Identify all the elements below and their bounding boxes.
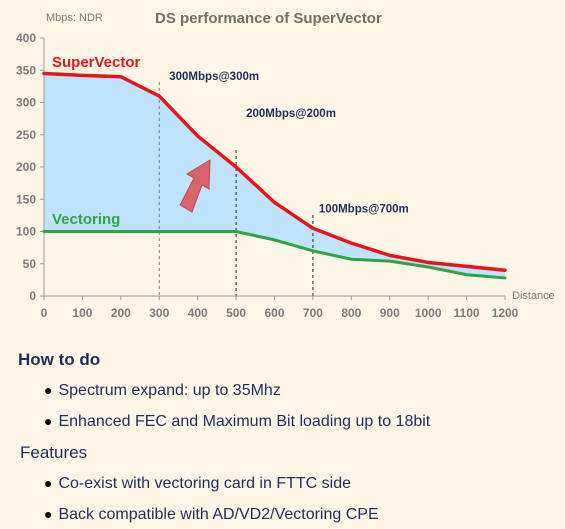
- fill-area-layer: [44, 73, 505, 278]
- x-tick-label: 1000: [415, 306, 442, 320]
- increase-arrow-icon: [179, 159, 211, 213]
- how-to-do-item: ● Enhanced FEC and Maximum Bit loading up…: [44, 413, 430, 431]
- ticks-layer: 0 50 100 150 200 250 300 350 400 0 100 200 300 400 500…: [16, 31, 519, 320]
- annotation-label: 300Mbps@300m: [169, 71, 259, 83]
- y-tick-label: 400: [16, 31, 36, 45]
- series-line-supervector: [42, 71, 507, 272]
- how-to-do-item-text: Enhanced FEC and Maximum Bit loading up …: [58, 413, 431, 430]
- x-tick-label: 100: [72, 306, 92, 320]
- x-tick-label: 400: [188, 306, 208, 320]
- x-tick-label: 900: [380, 306, 400, 320]
- x-axis-title: Distance: [512, 290, 555, 302]
- features-item-text: Co-exist with vectoring card in FTTC sid…: [58, 475, 351, 492]
- features-item: ● Co-exist with vectoring card in FTTC si…: [44, 475, 351, 493]
- series-line-vectoring: [42, 230, 507, 280]
- bullet-icon: ●: [44, 475, 53, 491]
- x-tick-label: 300: [149, 306, 169, 320]
- y-tick-label: 350: [16, 63, 36, 77]
- bullet-icon: ●: [44, 413, 53, 429]
- bullet-icon: ●: [44, 382, 53, 398]
- label-layer: DS performance of SuperVector Mbps: NDR …: [46, 10, 555, 302]
- y-tick-label: 0: [29, 289, 36, 303]
- x-tick-label: 0: [41, 306, 48, 320]
- annotation-label: 100Mbps@700m: [319, 203, 409, 215]
- y-tick-label: 300: [16, 96, 36, 110]
- x-tick-label: 600: [264, 306, 284, 320]
- x-tick-label: 500: [226, 306, 246, 320]
- chart-title: DS performance of SuperVector: [155, 10, 382, 27]
- fill-area-between-series: [44, 73, 505, 278]
- how-to-do-item-text: Spectrum expand: up to 35Mhz: [58, 382, 281, 399]
- series-label-supervector: SuperVector: [52, 54, 141, 71]
- y-tick-label: 100: [16, 225, 36, 239]
- x-tick-label: 800: [341, 306, 361, 320]
- y-tick-label: 200: [16, 160, 36, 174]
- series-layer: [42, 71, 507, 280]
- features-item-text: Back compatible with AD/VD2/Vectoring CP…: [58, 506, 379, 523]
- series-label-vectoring: Vectoring: [52, 211, 120, 228]
- y-tick-label: 50: [23, 257, 37, 271]
- x-tick-label: 700: [303, 306, 323, 320]
- y-axis-unit-label: Mbps: NDR: [46, 12, 103, 24]
- y-tick-label: 250: [16, 128, 36, 142]
- how-to-do-item: ● Spectrum expand: up to 35Mhz: [44, 382, 281, 400]
- y-tick-label: 150: [16, 192, 36, 206]
- annotation-label: 200Mbps@200m: [246, 108, 336, 120]
- x-tick-label: 1200: [492, 306, 519, 320]
- performance-chart: 0 50 100 150 200 250 300 350 400 0 100 200 300 400 500…: [16, 10, 555, 320]
- how-to-do-heading: How to do: [18, 350, 101, 369]
- features-item: ● Back compatible with AD/VD2/Vectoring C…: [44, 506, 379, 524]
- x-tick-label: 1100: [454, 306, 480, 320]
- bullet-icon: ●: [44, 506, 53, 522]
- x-tick-label: 200: [111, 306, 131, 320]
- features-heading: Features: [20, 443, 88, 462]
